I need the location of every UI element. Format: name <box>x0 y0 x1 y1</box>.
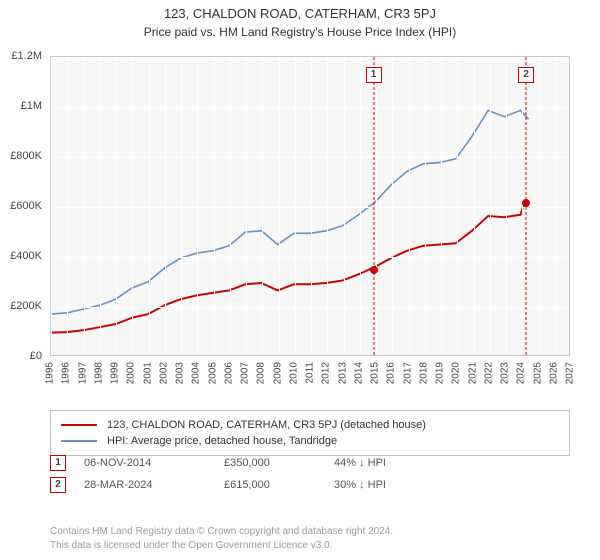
x-tick-label: 2000 <box>126 362 137 384</box>
sale-date: 06-NOV-2014 <box>84 457 224 469</box>
sale-vs-hpi: 30% ↓ HPI <box>334 479 454 491</box>
reference-marker: 2 <box>518 67 534 83</box>
x-tick-label: 2012 <box>321 362 332 384</box>
x-tick-label: 2007 <box>240 362 251 384</box>
sale-date: 28-MAR-2024 <box>84 479 224 491</box>
x-tick-label: 1996 <box>61 362 72 384</box>
x-tick-label: 2013 <box>337 362 348 384</box>
x-axis-labels: 1995199619971998199920002001200220032004… <box>50 358 570 408</box>
x-tick-label: 2017 <box>402 362 413 384</box>
x-tick-label: 2016 <box>386 362 397 384</box>
x-tick-label: 2020 <box>451 362 462 384</box>
x-tick-label: 2005 <box>207 362 218 384</box>
x-tick-label: 2015 <box>370 362 381 384</box>
attribution: Contains HM Land Registry data © Crown c… <box>50 525 570 552</box>
x-tick-label: 2014 <box>353 362 364 384</box>
y-tick-label: £200K <box>10 300 42 312</box>
sale-price: £350,000 <box>224 457 334 469</box>
series-line-subject <box>51 202 524 332</box>
x-tick-label: 2021 <box>467 362 478 384</box>
x-tick-label: 2024 <box>516 362 527 384</box>
reference-line <box>373 57 374 355</box>
legend-row: HPI: Average price, detached house, Tand… <box>61 433 559 449</box>
legend-swatch <box>61 440 97 442</box>
chart-subtitle: Price paid vs. HM Land Registry's House … <box>0 25 600 39</box>
x-tick-label: 2003 <box>175 362 186 384</box>
y-tick-label: £1M <box>21 100 42 112</box>
x-tick-label: 2025 <box>532 362 543 384</box>
attribution-line-1: Contains HM Land Registry data © Crown c… <box>50 525 570 539</box>
sale-marker: 2 <box>50 477 66 493</box>
sale-marker: 1 <box>50 455 66 471</box>
legend: 123, CHALDON ROAD, CATERHAM, CR3 5PJ (de… <box>50 410 570 456</box>
x-tick-label: 2008 <box>256 362 267 384</box>
x-tick-label: 1999 <box>110 362 121 384</box>
chart-title: 123, CHALDON ROAD, CATERHAM, CR3 5PJ <box>0 6 600 21</box>
x-tick-label: 1995 <box>45 362 56 384</box>
legend-label: 123, CHALDON ROAD, CATERHAM, CR3 5PJ (de… <box>107 419 426 431</box>
sales-table: 1 06-NOV-2014£350,00044% ↓ HPI 2 28-MAR-202… <box>50 452 570 496</box>
x-tick-label: 2027 <box>565 362 576 384</box>
x-tick-label: 2026 <box>548 362 559 384</box>
x-tick-label: 2004 <box>191 362 202 384</box>
x-tick-label: 2006 <box>223 362 234 384</box>
x-tick-label: 2019 <box>435 362 446 384</box>
x-tick-label: 2022 <box>483 362 494 384</box>
sale-vs-hpi: 44% ↓ HPI <box>334 457 454 469</box>
y-tick-label: £0 <box>30 350 42 362</box>
legend-label: HPI: Average price, detached house, Tand… <box>107 435 337 447</box>
series-dot <box>522 199 530 207</box>
plot-area: 12 <box>50 56 570 356</box>
sale-price: £615,000 <box>224 479 334 491</box>
x-tick-label: 2010 <box>288 362 299 384</box>
x-tick-label: 2023 <box>500 362 511 384</box>
x-tick-label: 2001 <box>142 362 153 384</box>
y-tick-label: £800K <box>10 150 42 162</box>
y-tick-label: £400K <box>10 250 42 262</box>
series-dot <box>370 266 378 274</box>
x-tick-label: 2002 <box>158 362 169 384</box>
y-tick-label: £1.2M <box>11 50 42 62</box>
x-tick-label: 2009 <box>272 362 283 384</box>
reference-marker: 1 <box>366 67 382 83</box>
sale-row: 2 28-MAR-2024£615,00030% ↓ HPI <box>50 474 570 496</box>
attribution-line-2: This data is licensed under the Open Gov… <box>50 539 570 553</box>
y-axis-labels: £0£200K£400K£600K£800K£1M£1.2M <box>0 56 46 356</box>
sale-row: 1 06-NOV-2014£350,00044% ↓ HPI <box>50 452 570 474</box>
x-tick-label: 2011 <box>305 362 316 384</box>
x-tick-label: 1997 <box>77 362 88 384</box>
x-tick-label: 1998 <box>93 362 104 384</box>
legend-swatch <box>61 424 97 426</box>
y-tick-label: £600K <box>10 200 42 212</box>
x-tick-label: 2018 <box>418 362 429 384</box>
legend-row: 123, CHALDON ROAD, CATERHAM, CR3 5PJ (de… <box>61 417 559 433</box>
